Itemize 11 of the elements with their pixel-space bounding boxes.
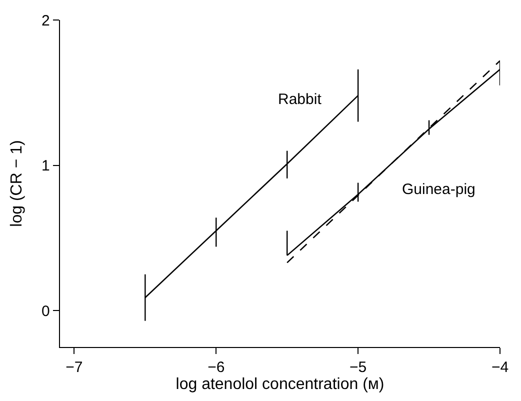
y-tick-label: 2: [42, 12, 50, 30]
y-tick-label: 1: [42, 158, 50, 175]
x-tick-label: −6: [208, 359, 225, 376]
y-tick-label: 0: [42, 302, 50, 320]
x-tick-label: −7: [66, 359, 83, 376]
x-tick-label: −4: [491, 359, 509, 376]
x-axis-title: log atenolol concentration (ᴍ): [176, 376, 384, 394]
x-tick-label: −5: [350, 359, 367, 376]
y-axis-title: log (CR − 1): [8, 140, 26, 227]
series-label: Guinea-pig: [402, 181, 476, 198]
series-label: Rabbit: [278, 91, 322, 108]
